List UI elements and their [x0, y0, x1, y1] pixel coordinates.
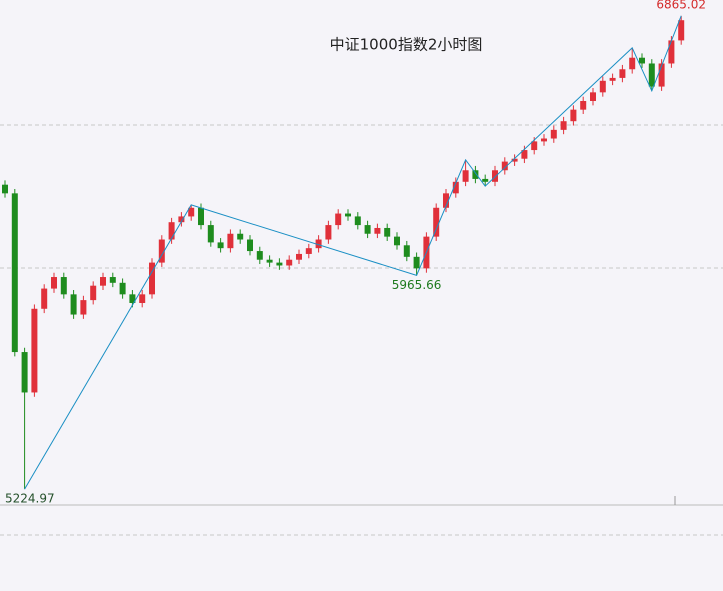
candle-body: [619, 69, 626, 78]
candle-body: [31, 308, 38, 393]
candle-body: [639, 57, 645, 64]
candle-body: [315, 239, 322, 249]
candle-body: [345, 213, 351, 217]
candle-body: [384, 227, 391, 237]
candle-body: [129, 294, 136, 303]
candle-body: [60, 277, 67, 295]
candle-body: [364, 225, 371, 234]
candle-body: [560, 121, 567, 130]
candle-body: [100, 277, 106, 286]
candle-body: [198, 207, 204, 226]
candle-body: [462, 170, 469, 182]
candle-body: [511, 158, 518, 162]
candle-body: [472, 170, 479, 179]
candle-body: [433, 207, 440, 237]
candle-body: [286, 259, 293, 266]
candle-body: [296, 253, 302, 260]
candle-body: [325, 225, 332, 240]
candle-body: [580, 101, 587, 110]
candle-body: [452, 181, 459, 194]
candle-body: [266, 259, 273, 263]
candle-body: [11, 193, 18, 353]
candle-body: [492, 170, 498, 182]
candle-body: [394, 236, 400, 246]
candle-body: [217, 242, 224, 249]
candle-body: [521, 150, 528, 159]
candle-body: [570, 109, 577, 122]
candle-body: [2, 184, 8, 194]
candle-body: [227, 233, 234, 249]
candle-body: [90, 285, 97, 301]
candle-body: [139, 294, 146, 303]
candle-body: [109, 277, 116, 283]
candle-body: [531, 141, 538, 151]
zigzag-line: [24, 15, 682, 490]
candle-body: [609, 77, 616, 81]
candle-body: [482, 178, 489, 182]
candle-body: [237, 233, 244, 240]
candle-body: [207, 225, 214, 243]
candle-body: [501, 161, 508, 171]
candle-body: [354, 216, 361, 226]
candle-body: [413, 256, 420, 269]
candle-body: [21, 352, 28, 393]
candle-body: [658, 63, 665, 87]
candle-body: [374, 227, 381, 234]
price-label: 5224.97: [5, 492, 55, 506]
candle-body: [403, 245, 410, 257]
candle-body: [158, 239, 165, 263]
chart-title: 中证1000指数2小时图: [330, 36, 483, 54]
candle-body: [119, 282, 126, 295]
candle-body: [247, 239, 253, 252]
candle-body: [80, 300, 87, 315]
candle-body: [178, 216, 185, 223]
candle-body: [678, 20, 685, 41]
candle-body: [648, 63, 655, 87]
candle-body: [335, 213, 342, 226]
price-label: 6865.02: [656, 0, 706, 11]
candle-body: [149, 262, 155, 295]
candle-body: [256, 251, 263, 260]
candle-body: [550, 129, 557, 139]
candle-body: [168, 222, 175, 240]
candle-body: [51, 277, 57, 289]
candle-body: [668, 40, 675, 64]
candle-body: [599, 80, 606, 93]
candle-body: [629, 57, 636, 70]
candle-body: [70, 294, 77, 315]
candle-body: [443, 193, 449, 208]
candle-body: [590, 92, 596, 101]
candle-body: [541, 138, 547, 142]
candle-body: [188, 207, 195, 217]
candle-body: [305, 248, 312, 254]
candle-body: [41, 288, 48, 309]
price-label: 5965.66: [392, 278, 442, 292]
candle-body: [276, 262, 283, 266]
